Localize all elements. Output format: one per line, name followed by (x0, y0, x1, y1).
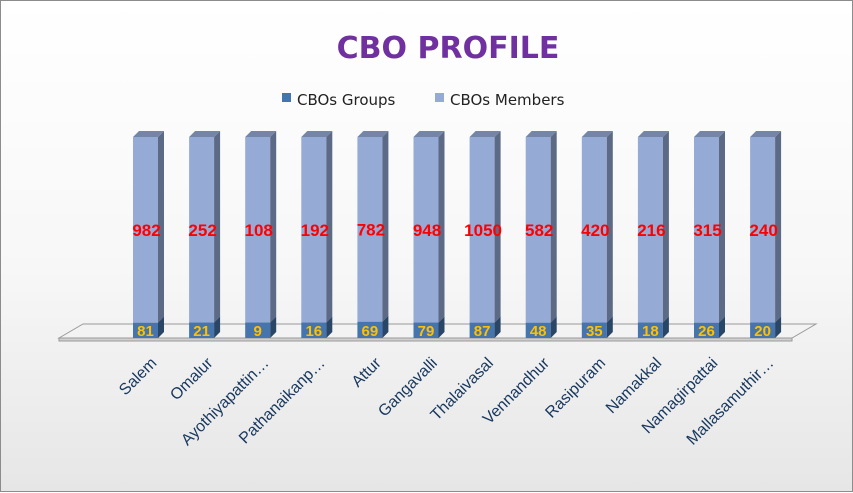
value-label-groups-3: 16 (305, 323, 322, 340)
bar-members-side-5 (438, 131, 445, 323)
bar-members-top-4 (357, 131, 389, 137)
bar-groups-1 (189, 322, 215, 338)
bar-members-side-9 (662, 131, 669, 323)
value-label-members-6: 1050 (464, 221, 502, 240)
bar-members-top-10 (694, 131, 725, 137)
bar-members-top-9 (637, 131, 669, 137)
bar-groups-0 (133, 322, 158, 338)
category-label-1: Omalur (167, 354, 217, 404)
value-label-groups-4: 69 (362, 323, 379, 340)
bar-groups-4 (357, 321, 383, 338)
bar-groups-side-6 (494, 316, 501, 338)
value-label-members-10: 315 (693, 221, 721, 240)
bar-members-side-10 (719, 131, 725, 323)
value-label-groups-7: 48 (530, 323, 547, 340)
bars (133, 131, 782, 338)
legend-label-members: CBOs Members (450, 91, 565, 109)
category-label-4: Attur (349, 354, 385, 390)
bar-members-4 (357, 137, 383, 322)
bar-members-top-2 (245, 131, 277, 137)
legend: CBOs Groups CBOs Members (282, 91, 565, 109)
bar-members-top-7 (525, 131, 557, 137)
bar-groups-side-7 (550, 316, 557, 338)
legend-label-groups: CBOs Groups (297, 91, 396, 109)
value-label-members-0: 982 (132, 221, 160, 240)
value-label-groups-5: 79 (418, 323, 435, 340)
value-labels: 982 81 252 21 108 9 192 16 782 69 948 79 1050 87 582 48… (132, 220, 777, 340)
value-label-members-3: 192 (301, 221, 329, 240)
bar-members-10 (694, 137, 719, 323)
bar-members-9 (637, 137, 663, 323)
bar-members-side-2 (270, 131, 277, 323)
bar-members-2 (245, 137, 271, 323)
bar-groups-side-2 (270, 316, 277, 338)
value-label-groups-8: 35 (586, 323, 603, 340)
bar-groups-9 (637, 322, 663, 338)
value-label-members-7: 582 (525, 221, 553, 240)
bar-groups-7 (525, 322, 551, 338)
bar-members-3 (301, 137, 327, 323)
bar-groups-6 (469, 322, 495, 338)
value-label-members-5: 948 (413, 221, 441, 240)
bar-groups-10 (694, 322, 719, 338)
bar-members-top-0 (133, 131, 164, 137)
bar-groups-side-3 (326, 316, 333, 338)
bar-members-top-8 (581, 131, 613, 137)
bar-members-top-11 (750, 131, 782, 137)
bar-members-top-6 (469, 131, 501, 137)
bar-members-8 (581, 137, 607, 323)
value-label-groups-9: 18 (642, 323, 659, 340)
value-label-members-4: 782 (357, 220, 385, 239)
bar-members-6 (469, 137, 495, 323)
value-label-members-11: 240 (749, 221, 777, 240)
bar-groups-11 (750, 322, 776, 338)
bar-groups-3 (301, 322, 327, 338)
bar-members-side-8 (606, 131, 613, 323)
legend-swatch-groups (282, 93, 291, 102)
bar-members-7 (525, 137, 551, 323)
value-label-members-1: 252 (188, 221, 216, 240)
bar-members-side-0 (158, 131, 164, 323)
value-label-groups-2: 9 (254, 323, 262, 340)
category-label-8: Rasipuram (542, 355, 609, 422)
bar-members-side-7 (550, 131, 557, 323)
bar-members-top-1 (189, 131, 221, 137)
chart-title: CBO PROFILE (337, 31, 560, 66)
bar-members-top-3 (301, 131, 333, 137)
bar-members-side-11 (775, 131, 782, 323)
bar-members-side-4 (382, 131, 389, 322)
bar-members-5 (413, 137, 439, 323)
value-label-groups-1: 21 (193, 323, 210, 340)
category-label-0: Salem (116, 355, 160, 399)
bar-groups-side-10 (719, 316, 725, 338)
bar-groups-side-0 (158, 316, 164, 338)
value-label-members-8: 420 (581, 221, 609, 240)
bar-groups-2 (245, 322, 271, 338)
bar-groups-side-11 (775, 316, 782, 338)
bar-groups-side-5 (438, 316, 445, 338)
bar-members-0 (133, 137, 158, 323)
value-label-members-2: 108 (245, 221, 273, 240)
value-label-members-9: 216 (637, 221, 665, 240)
bar-members-side-6 (494, 131, 501, 323)
bar-groups-8 (581, 322, 607, 338)
bar-groups-side-9 (662, 316, 669, 338)
value-label-groups-6: 87 (474, 323, 491, 340)
bar-members-11 (750, 137, 776, 323)
bar-members-side-1 (214, 131, 221, 323)
bar-groups-side-1 (214, 316, 221, 338)
value-label-groups-11: 20 (754, 323, 771, 340)
value-label-groups-10: 26 (698, 323, 715, 340)
bar-members-1 (189, 137, 215, 323)
bar-groups-side-4 (382, 315, 389, 338)
bar-members-top-5 (413, 131, 445, 137)
bar-groups-5 (413, 322, 439, 338)
bar-groups-side-8 (606, 316, 613, 338)
bar-members-side-3 (326, 131, 333, 323)
value-label-groups-0: 81 (137, 323, 154, 340)
legend-swatch-members (435, 93, 444, 102)
